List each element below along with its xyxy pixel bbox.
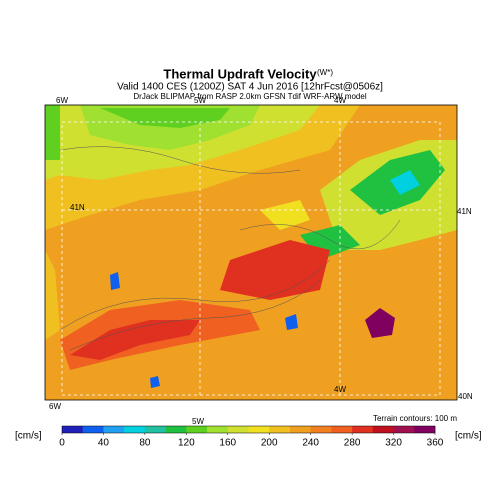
colorbar-swatch: [165, 426, 187, 433]
title: Thermal Updraft Velocity: [163, 66, 317, 81]
lon-label: 4W: [334, 96, 346, 105]
unit-label: [cm/s]: [15, 431, 42, 442]
colorbar-swatch: [227, 426, 249, 433]
colorbar-tick-label: 40: [98, 438, 110, 449]
colorbar-swatch: [289, 426, 311, 433]
lon-label: 5W: [192, 417, 204, 426]
lon-label: 5W: [194, 96, 206, 105]
colorbar-swatch: [144, 426, 166, 433]
colorbar-frame: [61, 425, 436, 434]
colorbar-swatch: [207, 426, 229, 433]
colorbar-swatch: [352, 426, 374, 433]
colorbar-tick-label: 160: [219, 438, 236, 449]
colorbar-tick-label: 360: [427, 438, 444, 449]
colorbar-swatch: [186, 426, 208, 433]
unit-label: [cm/s]: [455, 431, 482, 442]
colorbar-swatch: [310, 426, 332, 433]
title-sup: (W*): [317, 68, 333, 77]
colorbar-swatch: [103, 426, 125, 433]
colorbar-swatch: [393, 426, 415, 433]
colorbar-tick-label: 80: [139, 438, 151, 449]
lon-label: 4W: [334, 385, 346, 394]
lat-label: 40N: [458, 392, 473, 401]
colorbar-swatch: [124, 426, 146, 433]
colorbar-swatch: [269, 426, 291, 433]
colorbar-tick-label: 0: [59, 438, 65, 449]
colorbar-tick-label: 120: [178, 438, 195, 449]
lat-label: 41N: [70, 203, 85, 212]
colorbar-tick-label: 200: [261, 438, 278, 449]
lat-label: 41N: [457, 207, 472, 216]
colorbar-swatch: [331, 426, 353, 433]
colorbar-swatch: [414, 426, 436, 433]
lon-label: 6W: [56, 96, 68, 105]
colorbar-tick-label: 280: [344, 438, 361, 449]
map-field: [44, 104, 458, 401]
subtitle: Valid 1400 CES (1200Z) SAT 4 Jun 2016 [1…: [117, 82, 383, 93]
source: DrJack BLIPMAP from RASP 2.0km GFSN Tdif…: [133, 92, 366, 101]
terrain-note: Terrain contours: 100 m: [373, 414, 457, 423]
colorbar: 0 40 80 120 160 200 240 280 320 360: [59, 425, 444, 449]
colorbar-swatch: [82, 426, 104, 433]
colorbar-swatch: [62, 426, 84, 433]
colorbar-tick-label: 240: [302, 438, 319, 449]
colorbar-swatch: [248, 426, 270, 433]
colorbar-swatch: [372, 426, 394, 433]
colorbar-tick-label: 320: [385, 438, 402, 449]
lon-label: 6W: [49, 402, 61, 411]
